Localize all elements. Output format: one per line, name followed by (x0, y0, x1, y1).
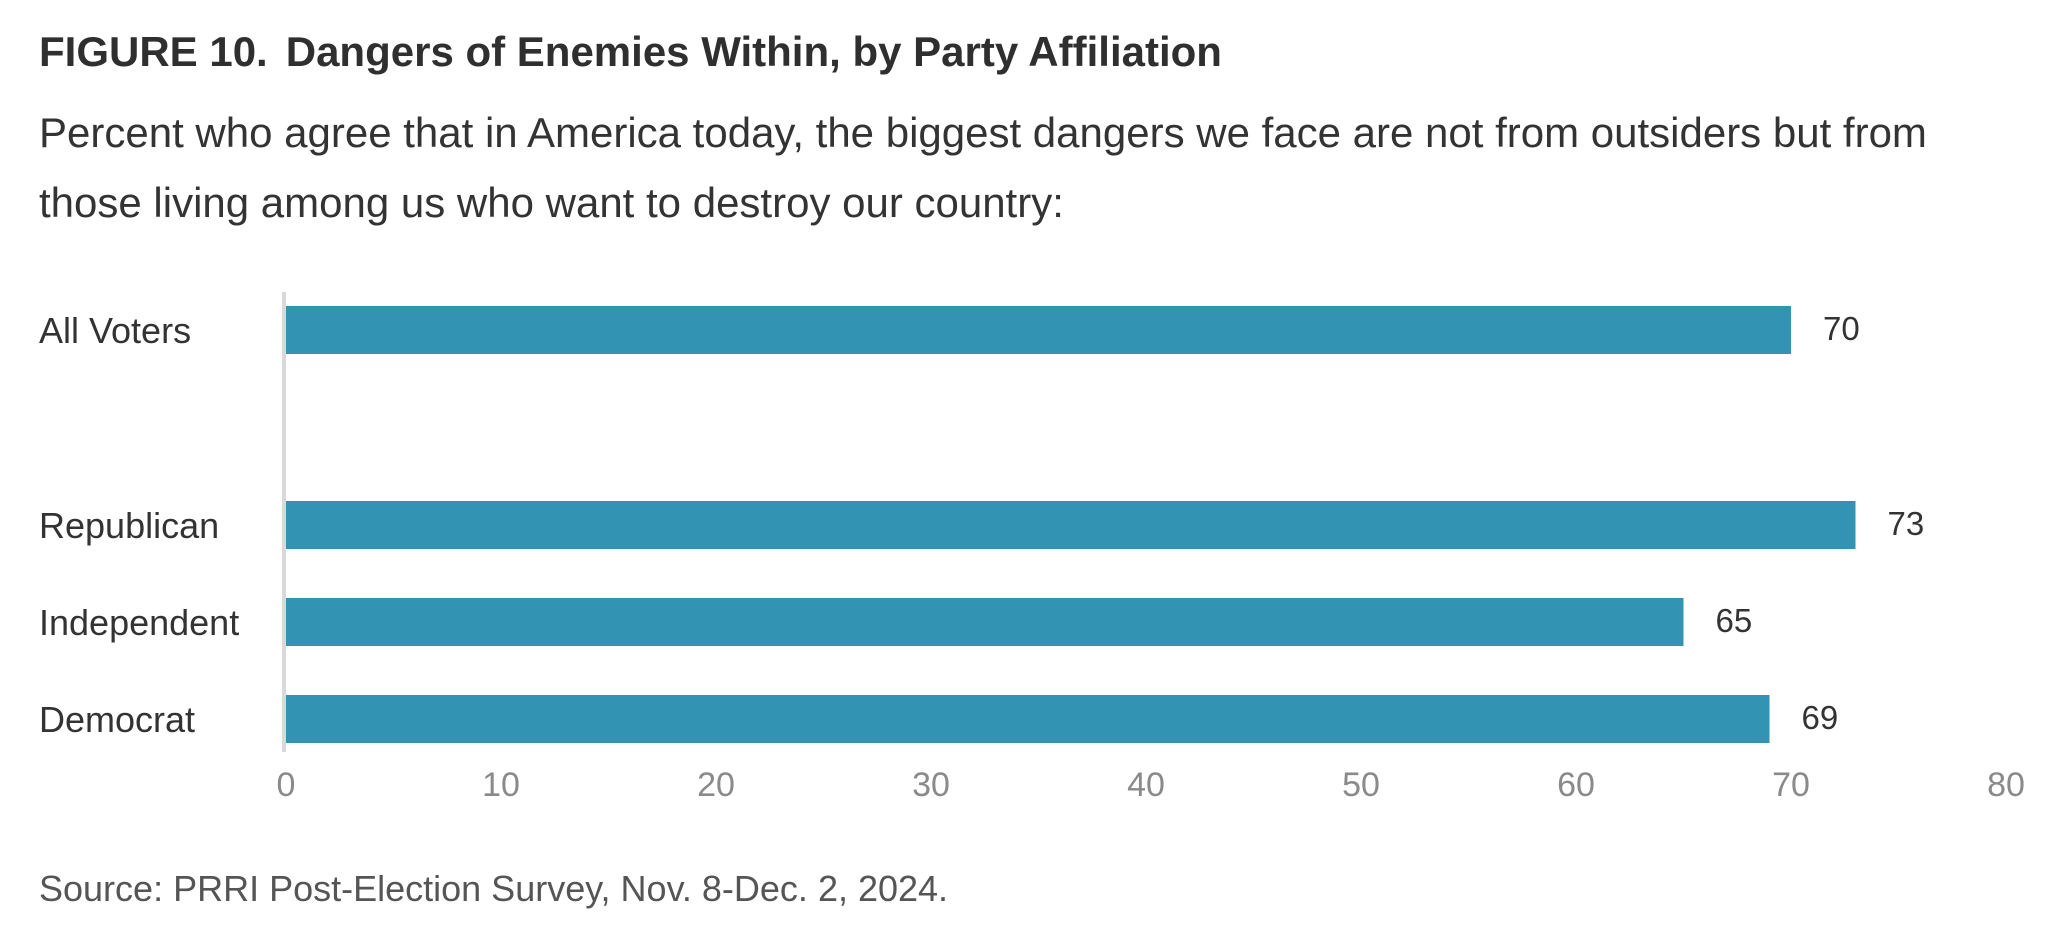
value-label-democrat: 69 (1802, 699, 1839, 736)
x-tick-label-0: 0 (277, 766, 296, 804)
x-tick-label-10: 10 (482, 766, 520, 804)
source-note: Source: PRRI Post-Election Survey, Nov. … (39, 868, 949, 909)
x-tick-label-40: 40 (1127, 766, 1165, 804)
category-labels-group: All Voters Republican Independent Democrat (39, 310, 239, 740)
x-tick-label-30: 30 (912, 766, 950, 804)
bar-chart: All VotersRepublicanIndependentDemocrat … (39, 292, 2025, 804)
value-label-republican: 73 (1888, 505, 1925, 542)
value-label-independent: 65 (1716, 602, 1753, 639)
figure-title-text: Dangers of Enemies Within, by Party Affi… (285, 28, 1222, 75)
x-axis-ticks-group: 0 10 20 30 40 50 60 70 80 (277, 766, 2025, 804)
category-label-all-voters: All Voters (39, 310, 191, 351)
value-label-all-voters: 70 (1823, 310, 1860, 347)
bar-independent (286, 598, 1684, 646)
x-tick-label-20: 20 (697, 766, 735, 804)
figure-number: FIGURE 10. (39, 28, 268, 75)
bar-all-voters (286, 306, 1791, 354)
category-label-republican: Republican (39, 505, 219, 546)
bars-group (286, 306, 1856, 743)
category-label-independent: Independent (39, 602, 239, 643)
category-label-democrat: Democrat (39, 699, 195, 740)
figure-subtitle: Percent who agree that in America today,… (39, 109, 1927, 226)
x-tick-label-60: 60 (1557, 766, 1595, 804)
x-tick-label-50: 50 (1342, 766, 1380, 804)
x-tick-label-80: 80 (1987, 766, 2025, 804)
bar-republican (286, 501, 1856, 549)
figure-title: FIGURE 10. Dangers of Enemies Within, by … (39, 28, 1222, 76)
bar-democrat (286, 695, 1770, 743)
x-tick-label-70: 70 (1772, 766, 1810, 804)
value-labels-group: 70 73 65 69 (1716, 310, 1925, 736)
